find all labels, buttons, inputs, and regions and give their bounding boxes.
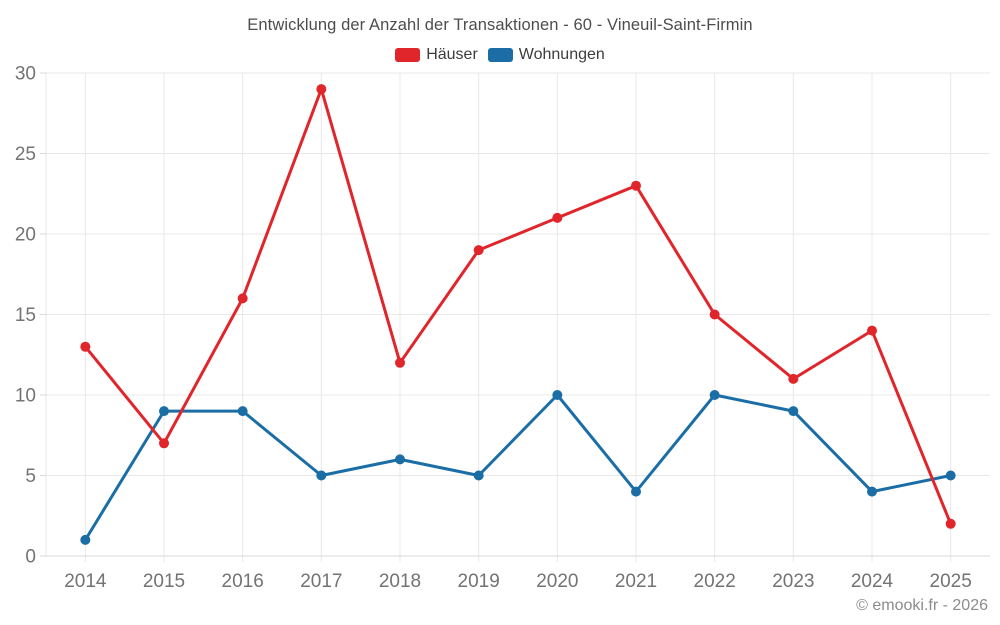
y-tick-label: 30 [15,64,36,85]
y-tick-label: 5 [25,466,36,487]
x-tick-label: 2016 [222,571,264,592]
x-tick-label: 2021 [615,571,657,592]
data-point-haeuser-2024[interactable] [867,325,877,336]
data-point-haeuser-2014[interactable] [80,341,91,352]
legend-marker-haeuser-icon [395,48,421,62]
y-tick-label: 15 [15,305,36,326]
y-tick-label: 0 [25,547,36,568]
x-tick-label: 2017 [300,571,342,592]
x-tick-label: 2025 [930,571,972,592]
legend-label-wohnungen: Wohnungen [518,46,605,63]
data-point-haeuser-2020[interactable] [552,212,563,223]
series-line-wohnungen [83,393,953,542]
data-point-haeuser-2021[interactable] [631,180,641,191]
x-tick-label: 2019 [458,571,500,592]
data-point-haeuser-2023[interactable] [788,373,799,384]
data-point-haeuser-2019[interactable] [473,245,484,256]
data-point-wohnungen-2023[interactable] [788,406,799,417]
data-point-haeuser-2025[interactable] [945,518,956,529]
x-tick-label: 2020 [536,571,578,592]
y-tick-label: 10 [15,386,36,407]
data-point-haeuser-2016[interactable] [237,293,248,304]
x-tick-label: 2018 [379,571,421,592]
x-tick-label: 2022 [694,571,736,592]
copyright-note: © emooki.fr - 2026 [856,597,988,614]
data-point-wohnungen-2019[interactable] [473,470,484,481]
data-point-wohnungen-2017[interactable] [316,470,327,481]
legend-item-wohnungen[interactable]: Wohnungen [487,46,605,64]
data-point-wohnungen-2018[interactable] [395,454,405,465]
data-point-haeuser-2015[interactable] [159,438,169,449]
series-line-haeuser [83,87,953,526]
y-tick-label: 20 [15,225,36,246]
data-point-wohnungen-2025[interactable] [945,470,956,481]
data-point-wohnungen-2015[interactable] [159,406,169,417]
data-point-haeuser-2022[interactable] [709,309,720,320]
data-point-haeuser-2017[interactable] [316,84,327,95]
legend-marker-wohnungen-icon [487,48,513,62]
data-point-wohnungen-2022[interactable] [709,390,720,400]
x-tick-label: 2024 [851,571,894,592]
x-tick-label: 2023 [772,571,814,592]
chart-legend: Häuser Wohnungen [0,46,1000,64]
data-point-wohnungen-2014[interactable] [80,534,91,545]
x-tick-label: 2014 [64,571,107,592]
data-point-haeuser-2018[interactable] [395,357,405,368]
legend-item-haeuser[interactable]: Häuser [395,46,478,64]
x-tick-label: 2015 [143,571,185,592]
chart-title: Entwicklung der Anzahl der Transaktionen… [247,16,753,34]
data-point-wohnungen-2024[interactable] [867,486,877,497]
data-point-wohnungen-2020[interactable] [552,390,563,400]
data-point-wohnungen-2021[interactable] [631,486,641,497]
legend-label-haeuser: Häuser [426,46,478,63]
data-point-wohnungen-2016[interactable] [237,406,248,417]
y-tick-label: 25 [15,144,36,165]
